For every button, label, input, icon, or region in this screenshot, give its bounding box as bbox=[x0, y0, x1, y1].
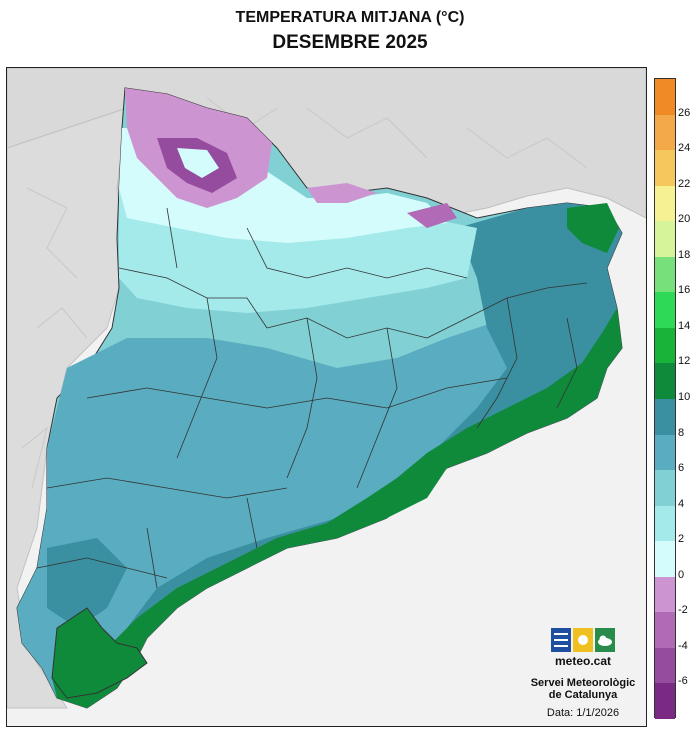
legend-tick-label: 24 bbox=[678, 142, 691, 155]
legend-swatch bbox=[655, 612, 675, 649]
legend-swatch bbox=[655, 79, 675, 116]
comarca-boundaries bbox=[36, 207, 588, 589]
legend-swatch bbox=[655, 505, 675, 542]
legend-tick-label: 18 bbox=[678, 248, 691, 261]
map-title: TEMPERATURA MITJANA (°C) bbox=[235, 9, 465, 26]
organization-line2: de Catalunya bbox=[548, 689, 618, 701]
legend-swatch bbox=[655, 470, 675, 507]
legend-tick-label: 26 bbox=[678, 106, 691, 119]
legend-tick-label: 2 bbox=[678, 533, 685, 546]
legend-tick-label: 14 bbox=[678, 319, 691, 332]
legend-tick-label: 8 bbox=[678, 426, 685, 439]
legend-swatch bbox=[655, 150, 675, 187]
legend-tick-label: -2 bbox=[678, 604, 688, 617]
legend-tick-label: -6 bbox=[678, 675, 688, 688]
legend-tick-label: 4 bbox=[678, 497, 685, 510]
catalonia-map-svg bbox=[7, 68, 646, 726]
legend-swatch bbox=[655, 363, 675, 400]
legend-swatch bbox=[655, 292, 675, 329]
band-8-10-south bbox=[47, 538, 127, 628]
legend-swatch bbox=[655, 114, 675, 151]
legend-tick-label: 20 bbox=[678, 213, 691, 226]
legend-swatch bbox=[655, 541, 675, 578]
legend-tick-label: 16 bbox=[678, 284, 691, 297]
legend-swatch bbox=[655, 221, 675, 258]
organization-line1: Servei Meteorològic bbox=[530, 677, 636, 689]
band-minus4-minus2-east bbox=[407, 203, 457, 228]
legend-swatch bbox=[655, 185, 675, 222]
legend-swatch bbox=[655, 683, 675, 720]
legend-swatch bbox=[655, 647, 675, 684]
high-peak-patch bbox=[177, 148, 219, 178]
legend-tick-label: -4 bbox=[678, 639, 688, 652]
meteocat-logo bbox=[551, 628, 615, 657]
band-minus2-0-east bbox=[307, 183, 377, 203]
legend-tick-label: 22 bbox=[678, 177, 691, 190]
legend-tick-label: 12 bbox=[678, 355, 691, 368]
legend-swatch bbox=[655, 576, 675, 613]
organization-name: Servei Meteorològic de Catalunya bbox=[520, 677, 646, 701]
map-date: Data: 1/1/2026 bbox=[546, 707, 620, 719]
legend-colorbar bbox=[654, 78, 676, 720]
band-8-10 bbox=[127, 203, 622, 638]
legend-swatch bbox=[655, 256, 675, 293]
legend-tick-label: 10 bbox=[678, 391, 691, 403]
legend-tick-label: 6 bbox=[678, 462, 685, 475]
legend-tick-label: 0 bbox=[678, 568, 685, 581]
legend-swatch bbox=[655, 327, 675, 364]
logo-graphic bbox=[551, 628, 615, 652]
temperature-map bbox=[6, 67, 647, 727]
map-subtitle: DESEMBRE 2025 bbox=[272, 32, 428, 53]
legend-swatch bbox=[655, 399, 675, 436]
legend-swatch bbox=[655, 434, 675, 471]
ebro-delta bbox=[51, 607, 148, 699]
band-10-12-capcreus bbox=[567, 203, 619, 253]
logo-brand: meteo.cat bbox=[554, 654, 612, 668]
relief-lines bbox=[21, 97, 588, 489]
